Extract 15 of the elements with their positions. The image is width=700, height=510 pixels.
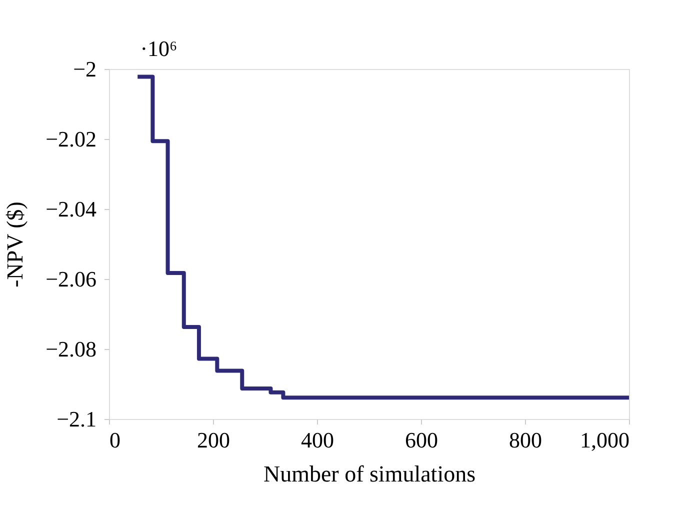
text: ·10⁶ bbox=[140, 36, 178, 61]
y-tick-label: −2.1 bbox=[56, 406, 96, 432]
x-tick-label: 1,000 bbox=[580, 428, 630, 452]
x-tick-label: 400 bbox=[301, 428, 334, 452]
x-axis-title: Number of simulations bbox=[263, 462, 476, 486]
y-tick-label: −2.08 bbox=[46, 336, 96, 362]
y-axis-title: -NPV ($) bbox=[2, 202, 28, 288]
x-tick-label: 200 bbox=[197, 428, 230, 452]
y-tick-label: −2.06 bbox=[46, 266, 96, 292]
x-tick-label: 600 bbox=[405, 428, 438, 452]
x-tick-label: 800 bbox=[509, 428, 542, 452]
y-tick-label: −2.04 bbox=[46, 196, 96, 222]
x-tick-label: 0 bbox=[110, 428, 120, 452]
y-tick-label: −2 bbox=[73, 56, 96, 82]
y-tick-label: −2.02 bbox=[46, 126, 96, 152]
